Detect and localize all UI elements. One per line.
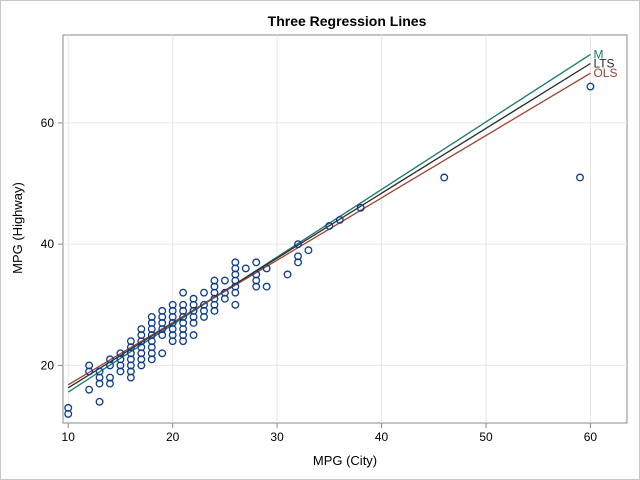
data-point <box>168 300 177 309</box>
data-point <box>126 337 135 346</box>
data-point <box>231 258 240 267</box>
data-point <box>325 222 334 230</box>
y-axis-ticks: 20 40 60 <box>41 116 63 372</box>
y-tick-label: 60 <box>41 116 55 130</box>
data-point <box>85 385 94 394</box>
data-point <box>283 270 292 279</box>
data-point <box>95 367 104 376</box>
data-point <box>335 215 344 224</box>
data-point <box>294 240 302 249</box>
data-point <box>252 258 261 267</box>
y-tick-label: 40 <box>41 237 55 251</box>
data-point <box>586 82 595 91</box>
data-point <box>576 173 584 182</box>
data-point <box>147 312 156 321</box>
data-point <box>241 264 250 273</box>
chart-title: Three Regression Lines <box>268 13 427 29</box>
data-point <box>262 282 271 291</box>
data-point <box>85 361 94 370</box>
data-point <box>189 294 198 303</box>
scatter-points <box>64 82 595 418</box>
data-point <box>179 300 188 309</box>
data-point <box>64 403 73 412</box>
data-point <box>137 325 146 333</box>
data-point <box>179 288 188 297</box>
line-label-ols: OLS <box>593 66 617 80</box>
x-tick-label: 20 <box>166 430 180 444</box>
data-point <box>304 246 313 255</box>
data-point <box>106 373 114 382</box>
x-axis-label: MPG (City) <box>313 453 377 468</box>
data-point <box>158 349 167 358</box>
data-point <box>220 276 229 285</box>
x-tick-label: 40 <box>375 430 389 444</box>
x-axis-ticks: 10 20 30 40 50 60 <box>62 423 598 444</box>
data-point <box>200 300 208 309</box>
x-tick-label: 30 <box>270 430 284 444</box>
data-point <box>252 270 261 279</box>
data-point <box>294 252 302 261</box>
line-label-lts: LTS <box>593 56 614 70</box>
data-point <box>189 331 198 340</box>
data-point <box>220 288 229 297</box>
data-point <box>231 300 240 309</box>
data-point <box>440 173 449 182</box>
data-point <box>106 355 114 364</box>
data-point <box>356 203 365 212</box>
y-axis-label: MPG (Highway) <box>10 182 25 274</box>
x-tick-label: 60 <box>584 430 598 444</box>
y-tick-label: 20 <box>41 358 55 372</box>
grid-lines <box>63 35 627 423</box>
data-point <box>95 397 104 406</box>
line-label-m: M <box>593 47 603 61</box>
x-tick-label: 50 <box>479 430 493 444</box>
data-point <box>158 306 167 315</box>
x-tick-label: 10 <box>62 430 76 444</box>
data-point <box>200 288 208 297</box>
data-point <box>262 264 271 273</box>
data-point <box>116 349 125 358</box>
data-point <box>210 276 219 285</box>
